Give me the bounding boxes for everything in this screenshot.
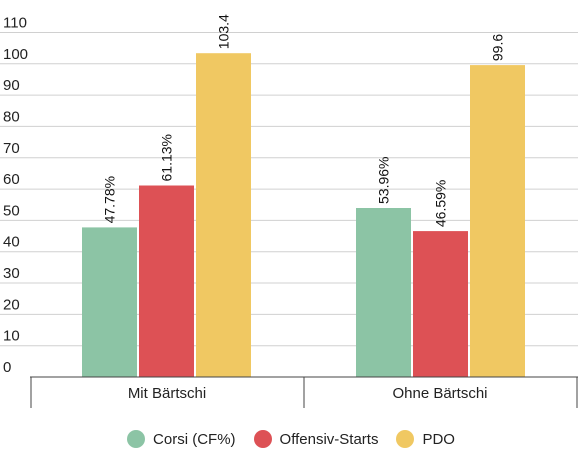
y-tick-label: 20 — [3, 296, 20, 313]
legend-item-offensiv-starts: Offensiv-Starts — [253, 430, 379, 448]
legend-swatch-pdo — [396, 430, 415, 448]
x-axis: Mit Bärtschi Ohne Bärtschi — [30, 376, 578, 408]
y-tick-label: 10 — [3, 328, 20, 345]
data-label: 46.59% — [433, 180, 449, 227]
y-tick-label: 110 — [3, 15, 27, 32]
legend-item-pdo: PDO — [396, 430, 455, 448]
category-label-mit-baertschi: Mit Bärtschi — [128, 385, 206, 402]
data-labels: 47.78% 53.96% 61.13% 46.59% 103.4 99.6 — [102, 14, 506, 227]
y-tick-label: 50 — [3, 202, 20, 219]
legend-label-pdo: PDO — [422, 430, 455, 448]
bar — [139, 185, 194, 377]
y-tick-label: 40 — [3, 234, 20, 251]
y-tick-label: 80 — [3, 108, 20, 125]
legend-swatch-corsi — [127, 430, 146, 448]
y-tick-label: 30 — [3, 265, 20, 282]
legend: Corsi (CF%) Offensiv-Starts PDO — [0, 430, 582, 448]
data-label: 99.6 — [490, 34, 506, 61]
bars — [82, 53, 525, 377]
data-label: 47.78% — [102, 176, 118, 223]
bar — [356, 208, 411, 377]
legend-label-corsi: Corsi (CF%) — [153, 430, 236, 448]
bar — [470, 65, 525, 377]
y-tick-label: 70 — [3, 140, 20, 157]
data-label: 61.13% — [159, 134, 175, 181]
legend-swatch-offensiv-starts — [253, 430, 272, 448]
legend-item-corsi: Corsi (CF%) — [127, 430, 236, 448]
data-label: 53.96% — [376, 157, 392, 204]
data-label: 103.4 — [216, 14, 232, 49]
bar — [196, 53, 251, 377]
y-axis-ticks: 0 10 20 30 40 50 60 70 80 90 100 110 — [3, 15, 28, 377]
y-tick-label: 60 — [3, 171, 20, 188]
y-tick-label: 100 — [3, 46, 28, 63]
bar — [82, 227, 137, 377]
legend-label-offensiv-starts: Offensiv-Starts — [279, 430, 379, 448]
category-label-ohne-baertschi: Ohne Bärtschi — [392, 385, 487, 402]
bar — [413, 231, 468, 377]
y-tick-label: 0 — [3, 359, 11, 376]
y-tick-label: 90 — [3, 77, 20, 94]
